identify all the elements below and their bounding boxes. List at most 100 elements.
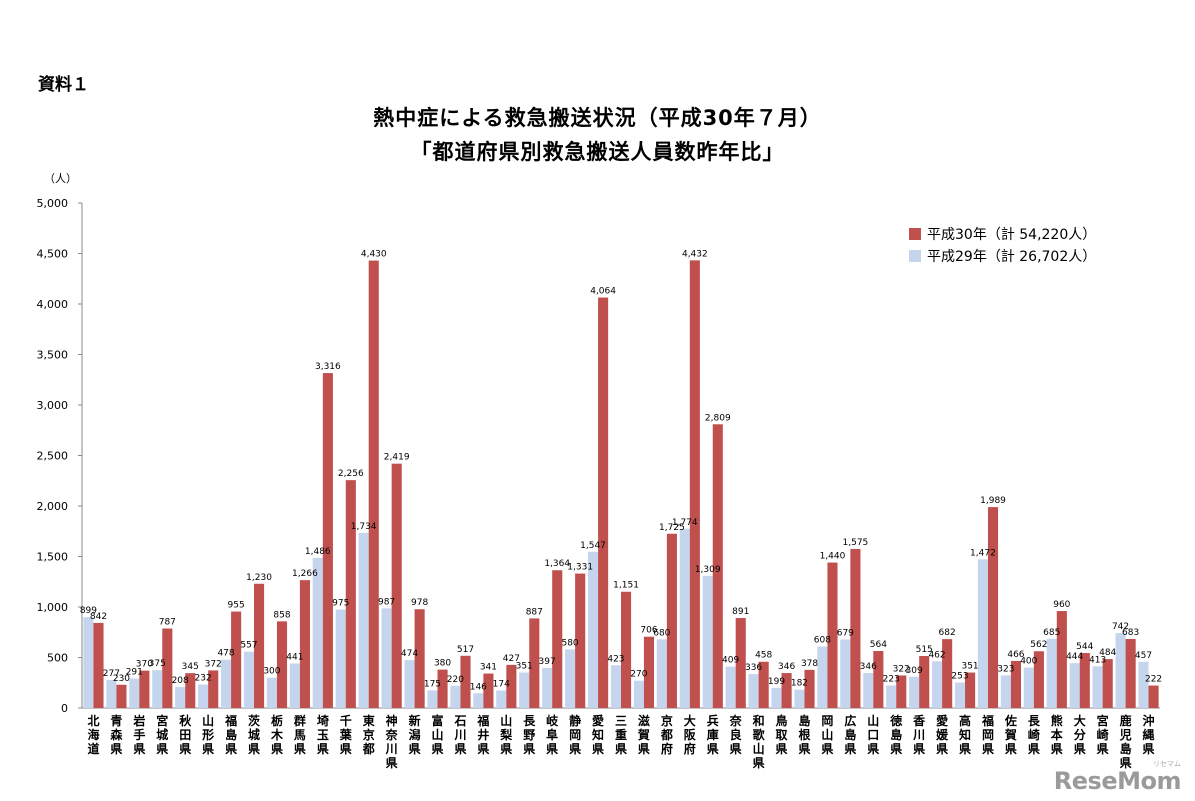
legend-swatch-h30 bbox=[909, 228, 921, 240]
bar-h30 bbox=[368, 260, 379, 708]
bar-h30 bbox=[1033, 651, 1044, 708]
data-label: 1,230 bbox=[246, 573, 272, 583]
bar-h29 bbox=[152, 670, 163, 708]
data-label: 345 bbox=[182, 662, 199, 672]
data-label: 380 bbox=[434, 659, 451, 669]
data-label: 323 bbox=[997, 664, 1014, 674]
x-category-label: 和歌山県 bbox=[752, 713, 766, 770]
bar-h30 bbox=[529, 618, 540, 708]
data-label: 955 bbox=[228, 601, 245, 611]
bar-h30 bbox=[643, 636, 655, 708]
data-label: 2,809 bbox=[705, 413, 731, 423]
x-category-label: 徳島県 bbox=[889, 713, 902, 756]
x-category-label: 秋田県 bbox=[179, 713, 192, 756]
data-label: 230 bbox=[113, 674, 130, 684]
bar-h29 bbox=[1023, 667, 1034, 708]
data-label: 322 bbox=[893, 664, 910, 674]
bar-h30 bbox=[483, 673, 494, 708]
x-category-label: 京都府 bbox=[660, 713, 673, 756]
x-category-label: 静岡県 bbox=[569, 713, 581, 756]
y-tick-label: 2,000 bbox=[37, 500, 69, 513]
data-label: 887 bbox=[526, 607, 543, 617]
x-category-label: 岩手県 bbox=[132, 713, 145, 756]
bar-h30 bbox=[414, 609, 425, 708]
bar-h29 bbox=[83, 617, 94, 708]
y-tick-label: 3,000 bbox=[37, 399, 69, 412]
bar-h29 bbox=[266, 677, 277, 708]
x-category-label: 愛知県 bbox=[591, 713, 604, 756]
data-label: 978 bbox=[411, 598, 428, 608]
data-label: 1,989 bbox=[980, 496, 1006, 506]
data-label: 682 bbox=[939, 628, 956, 638]
bar-h29 bbox=[794, 689, 805, 708]
data-label: 1,547 bbox=[580, 541, 606, 551]
x-category-label: 栃木県 bbox=[270, 713, 284, 756]
x-category-label: 福岡県 bbox=[981, 713, 994, 756]
x-category-label: 広島県 bbox=[844, 713, 856, 756]
bar-h30 bbox=[804, 669, 815, 708]
x-category-label: 福島県 bbox=[224, 713, 237, 756]
data-label: 515 bbox=[916, 645, 933, 655]
data-label: 2,419 bbox=[384, 453, 410, 463]
y-tick-label: 500 bbox=[47, 652, 68, 665]
x-category-label: 高知県 bbox=[958, 713, 971, 756]
x-category-label: 長野県 bbox=[523, 713, 536, 756]
y-axis-label: （人） bbox=[44, 172, 77, 185]
bar-h30 bbox=[1010, 660, 1022, 708]
x-category-label: 千葉県 bbox=[339, 713, 353, 756]
data-label: 1,309 bbox=[695, 565, 721, 575]
bar-h29 bbox=[587, 551, 599, 708]
data-label: 987 bbox=[378, 597, 395, 607]
y-tick-label: 4,500 bbox=[37, 248, 69, 261]
data-label: 899 bbox=[80, 606, 97, 616]
data-label: 413 bbox=[1089, 655, 1106, 665]
data-label: 370 bbox=[136, 660, 153, 670]
bar-h30 bbox=[919, 655, 930, 708]
data-label: 787 bbox=[159, 618, 176, 628]
bar-h30 bbox=[1056, 611, 1067, 708]
bar-h30 bbox=[1148, 685, 1159, 708]
data-label: 291 bbox=[126, 668, 143, 678]
x-category-label: 島根県 bbox=[798, 713, 810, 756]
x-category-label: 沖縄県 bbox=[1143, 713, 1155, 756]
data-label: 309 bbox=[906, 666, 923, 676]
data-label: 300 bbox=[263, 667, 280, 677]
data-label: 220 bbox=[447, 675, 464, 685]
data-label: 960 bbox=[1053, 600, 1070, 610]
data-label: 1,266 bbox=[292, 569, 318, 579]
bar-h29 bbox=[1092, 666, 1103, 708]
x-category-label: 兵庫県 bbox=[707, 713, 719, 756]
data-label: 341 bbox=[480, 663, 497, 673]
data-label: 397 bbox=[539, 657, 556, 667]
x-category-label: 石川県 bbox=[453, 714, 466, 756]
data-label: 858 bbox=[273, 610, 290, 620]
data-label: 557 bbox=[240, 641, 257, 651]
data-label: 222 bbox=[1145, 675, 1162, 685]
data-label: 562 bbox=[1030, 640, 1047, 650]
x-category-label: 大阪府 bbox=[684, 713, 697, 756]
y-tick-label: 4,000 bbox=[37, 298, 69, 311]
bar-h30 bbox=[1079, 653, 1090, 708]
bar-h29 bbox=[909, 676, 920, 708]
bar-h29 bbox=[977, 559, 988, 708]
x-axis-categories: 北海道青森県岩手県宮城県秋田県山形県福島県茨城県栃木県群馬県埼玉県千葉県東京都神… bbox=[87, 713, 1154, 770]
bar-h30 bbox=[437, 669, 448, 708]
bar-h30 bbox=[299, 580, 310, 708]
data-label: 4,432 bbox=[682, 249, 708, 259]
bar-h29 bbox=[702, 575, 713, 708]
bar-h30 bbox=[758, 661, 769, 708]
x-category-label: 宮城県 bbox=[156, 713, 168, 756]
bar-h29 bbox=[473, 693, 484, 708]
bar-h30 bbox=[139, 670, 150, 708]
bar-h30 bbox=[552, 570, 563, 708]
bar-h30 bbox=[208, 670, 219, 708]
bar-h30 bbox=[896, 675, 907, 708]
x-category-label: 佐賀県 bbox=[1004, 713, 1017, 756]
data-label: 444 bbox=[1066, 652, 1083, 662]
bar-h29 bbox=[610, 665, 621, 708]
data-label: 232 bbox=[195, 674, 212, 684]
data-label: 458 bbox=[755, 651, 772, 661]
data-label: 679 bbox=[837, 628, 854, 638]
